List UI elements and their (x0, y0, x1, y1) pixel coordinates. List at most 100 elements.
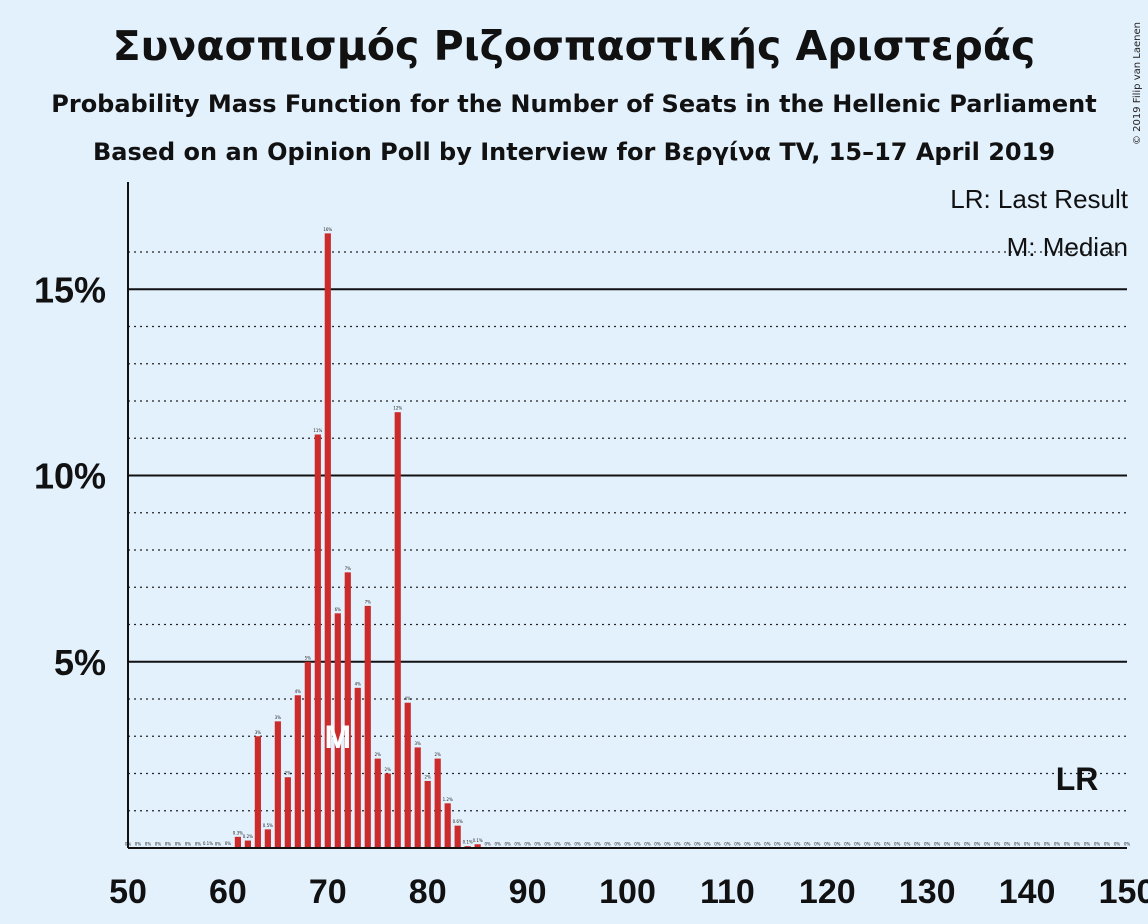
bar-label-101: 0% (634, 842, 641, 847)
bar-seat-82 (444, 803, 451, 848)
bar-seat-71 (334, 613, 341, 848)
bar-label-94: 0% (564, 842, 571, 847)
bar-label-132: 0% (944, 842, 951, 847)
bar-label-114: 0% (764, 842, 771, 847)
x-tick-label: 130 (899, 873, 956, 911)
bar-label-55: 0% (175, 842, 182, 847)
bar-seat-80 (424, 780, 431, 848)
bar-label-86: 0% (484, 842, 491, 847)
bar-seat-63 (254, 736, 261, 848)
bar-label-105: 0% (674, 842, 681, 847)
bar-label-139: 0% (1014, 842, 1021, 847)
bar-label-126: 0% (884, 842, 891, 847)
bar-label-134: 0% (964, 842, 971, 847)
chart-source: Based on an Opinion Poll by Interview fo… (92, 138, 1056, 166)
bar-label-129: 0% (914, 842, 921, 847)
bar-label-81: 2% (435, 752, 442, 757)
bar-seat-85 (474, 844, 481, 848)
bar-label-93: 0% (554, 842, 561, 847)
legend-median: M: Median (1006, 232, 1128, 262)
bar-label-111: 0% (734, 842, 741, 847)
bar-seat-76 (384, 773, 391, 848)
bar-label-70: 16% (323, 227, 332, 232)
bar-label-117: 0% (794, 842, 801, 847)
bar-seat-78 (404, 702, 411, 848)
bar-label-98: 0% (604, 842, 611, 847)
bar-label-80: 2% (425, 774, 432, 779)
bar-label-89: 0% (514, 842, 521, 847)
bar-seat-68 (304, 661, 311, 848)
bar-label-112: 0% (744, 842, 751, 847)
x-tick-label: 80 (409, 873, 447, 911)
bar-label-128: 0% (904, 842, 911, 847)
bar-label-65: 3% (275, 715, 282, 720)
bar-seat-67 (294, 695, 301, 848)
bar-label-57: 0% (195, 842, 202, 847)
bar-label-133: 0% (954, 842, 961, 847)
bar-label-68: 5% (305, 655, 312, 660)
bar-seat-77 (394, 412, 401, 848)
bar-label-138: 0% (1004, 842, 1011, 847)
y-tick-label: 10% (34, 456, 106, 497)
bar-label-136: 0% (984, 842, 991, 847)
bar-label-51: 0% (135, 842, 142, 847)
bar-label-123: 0% (854, 842, 861, 847)
bar-seat-83 (454, 825, 461, 848)
bar-label-150: 0% (1124, 842, 1131, 847)
bar-label-54: 0% (165, 842, 172, 847)
grid-lines (128, 251, 1127, 812)
tick-labels-group: 5% 10% 15% 50 60 70 80 90 100 110 120 130 140 150 (34, 269, 1148, 911)
bar-label-99: 0% (614, 842, 621, 847)
bar-label-141: 0% (1034, 842, 1041, 847)
bar-label-109: 0% (714, 842, 721, 847)
x-tick-label: 60 (209, 873, 247, 911)
y-tick-label: 5% (54, 642, 106, 683)
bar-label-116: 0% (784, 842, 791, 847)
bar-label-91: 0% (534, 842, 541, 847)
bar-label-82: 1.2% (443, 797, 453, 802)
bar-label-88: 0% (504, 842, 511, 847)
bar-label-107: 0% (694, 842, 701, 847)
x-tick-label: 120 (799, 873, 856, 911)
x-tick-label: 110 (700, 873, 755, 911)
bar-seat-65 (274, 721, 281, 848)
bar-label-96: 0% (584, 842, 591, 847)
bar-label-145: 0% (1074, 842, 1081, 847)
markers-group: M LR (324, 719, 1098, 797)
bar-label-62: 0.2% (243, 834, 253, 839)
bar-label-90: 0% (524, 842, 531, 847)
bar-label-147: 0% (1094, 842, 1101, 847)
bar-label-73: 4% (355, 681, 362, 686)
chart-subtitle: Probability Mass Function for the Number… (51, 90, 1097, 118)
bar-label-110: 0% (724, 842, 731, 847)
bar-label-64: 0.5% (263, 823, 273, 828)
legend-last-result: LR: Last Result (950, 184, 1128, 214)
bar-label-56: 0% (185, 842, 192, 847)
bar-seat-73 (354, 687, 361, 848)
bar-label-135: 0% (974, 842, 981, 847)
bar-label-71: 6% (335, 607, 342, 612)
bar-label-118: 0% (804, 842, 811, 847)
bar-seat-70 (324, 233, 331, 848)
bar-label-63: 3% (255, 730, 262, 735)
bar-seat-75 (374, 758, 381, 848)
bar-seat-69 (314, 434, 321, 848)
bar-label-60: 0% (225, 841, 232, 846)
bar-label-130: 0% (924, 842, 931, 847)
bar-label-103: 0% (654, 842, 661, 847)
bar-label-84: 0.1% (463, 840, 473, 845)
bar-label-125: 0% (874, 842, 881, 847)
bar-label-115: 0% (774, 842, 781, 847)
bar-label-92: 0% (544, 842, 551, 847)
bar-label-104: 0% (664, 842, 671, 847)
bar-label-85: 0.1% (473, 838, 483, 843)
bar-label-69: 11% (313, 428, 322, 433)
bar-label-142: 0% (1044, 842, 1051, 847)
bar-label-74: 7% (365, 599, 372, 604)
bar-seat-61 (234, 836, 241, 848)
bar-label-61: 0.3% (233, 830, 243, 835)
bar-label-58: 0.1% (203, 841, 213, 846)
bar-label-75: 2% (375, 752, 382, 757)
bar-label-77: 12% (393, 406, 402, 411)
